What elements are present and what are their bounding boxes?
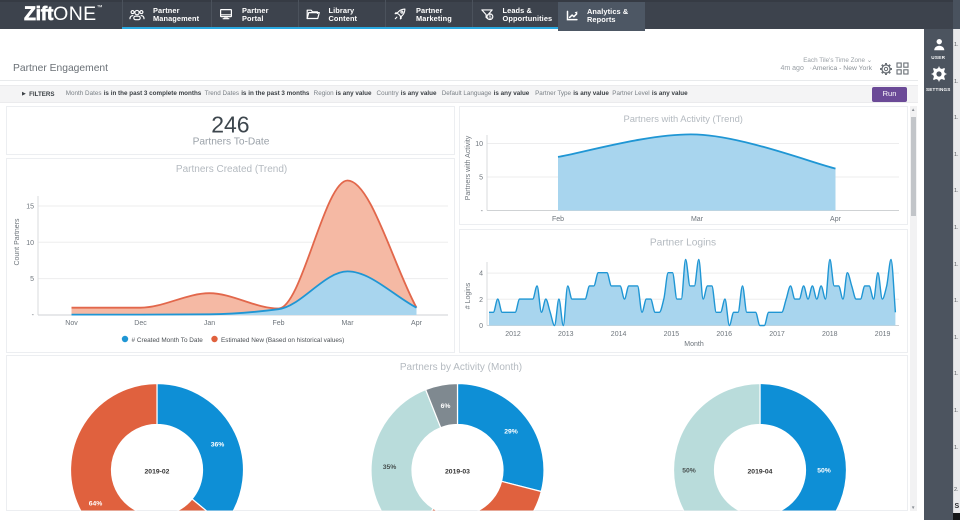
svg-text:5: 5 bbox=[479, 175, 483, 182]
svg-text:5: 5 bbox=[30, 276, 34, 283]
svg-text:2019-03: 2019-03 bbox=[445, 469, 470, 476]
svg-text:2019: 2019 bbox=[875, 331, 891, 338]
svg-text:Mar: Mar bbox=[341, 320, 354, 327]
svg-text:2015: 2015 bbox=[664, 331, 680, 338]
svg-text:50%: 50% bbox=[682, 468, 696, 475]
svg-text:Partner Logins: Partner Logins bbox=[650, 237, 716, 248]
svg-text:Nov: Nov bbox=[65, 320, 78, 327]
svg-text:Partners Created (Trend): Partners Created (Trend) bbox=[176, 164, 287, 175]
svg-text:Partners by Activity (Month): Partners by Activity (Month) bbox=[400, 362, 522, 373]
svg-text:2018: 2018 bbox=[822, 331, 838, 338]
svg-text:2016: 2016 bbox=[716, 331, 732, 338]
svg-text:50%: 50% bbox=[817, 468, 831, 475]
svg-text:Partners with Activity: Partners with Activity bbox=[465, 135, 472, 200]
svg-text:2: 2 bbox=[479, 297, 483, 304]
svg-text:0: 0 bbox=[479, 323, 483, 330]
svg-text:2019-04: 2019-04 bbox=[748, 469, 773, 476]
svg-text:36%: 36% bbox=[211, 442, 225, 449]
svg-text:Mar: Mar bbox=[691, 216, 704, 223]
svg-text:-: - bbox=[481, 208, 484, 215]
svg-text:10: 10 bbox=[26, 240, 34, 247]
svg-text:Apr: Apr bbox=[830, 216, 842, 223]
svg-text:35%: 35% bbox=[383, 464, 397, 471]
svg-text:Feb: Feb bbox=[272, 320, 284, 327]
svg-text:10: 10 bbox=[475, 141, 483, 148]
svg-text:Dec: Dec bbox=[134, 320, 147, 327]
svg-text:# Logins: # Logins bbox=[465, 282, 472, 309]
svg-text:2017: 2017 bbox=[769, 331, 785, 338]
svg-text:Apr: Apr bbox=[411, 320, 423, 327]
svg-text:Month: Month bbox=[684, 341, 704, 348]
svg-text:Count Partners: Count Partners bbox=[14, 218, 21, 266]
svg-text:Estimated New (Based on histor: Estimated New (Based on historical value… bbox=[221, 337, 344, 344]
svg-text:$: $ bbox=[488, 15, 491, 21]
svg-text:-: - bbox=[32, 312, 35, 319]
svg-text:6%: 6% bbox=[441, 403, 451, 410]
svg-text:2013: 2013 bbox=[558, 331, 574, 338]
svg-text:2012: 2012 bbox=[505, 331, 521, 338]
svg-text:Partners with Activity (Trend): Partners with Activity (Trend) bbox=[623, 113, 742, 124]
svg-text:4: 4 bbox=[479, 271, 483, 278]
svg-text:2019-02: 2019-02 bbox=[145, 469, 170, 476]
svg-text:15: 15 bbox=[26, 204, 34, 211]
svg-text:Partners To-Date: Partners To-Date bbox=[193, 137, 270, 148]
svg-text:29%: 29% bbox=[504, 429, 518, 436]
svg-text:64%: 64% bbox=[89, 501, 103, 508]
svg-text:# Created Month To Date: # Created Month To Date bbox=[132, 337, 204, 344]
svg-text:Jan: Jan bbox=[204, 320, 215, 327]
svg-text:Feb: Feb bbox=[552, 216, 564, 223]
svg-text:246: 246 bbox=[211, 112, 249, 138]
svg-text:2014: 2014 bbox=[611, 331, 627, 338]
